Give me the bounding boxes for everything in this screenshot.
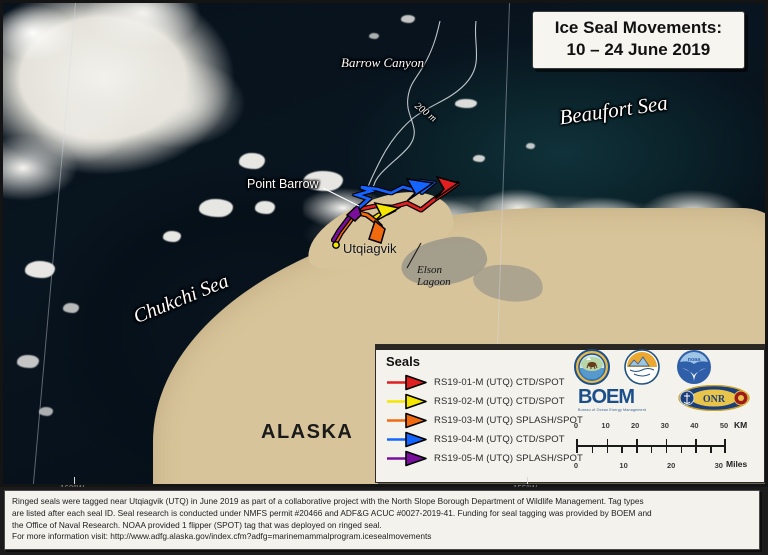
- scale-km-tick: 20: [631, 421, 640, 430]
- scale-miles-tick: 0: [573, 461, 579, 470]
- scale-tick-minor: [710, 445, 712, 453]
- legend-item-label: RS19-03-M (UTQ) SPLASH/SPOT: [434, 415, 583, 426]
- scale-miles-tick: 10: [619, 461, 628, 470]
- scale-tick-major: [636, 439, 638, 453]
- track-symbol-RS19-04-M: [387, 431, 427, 448]
- scale-km-tick: 0: [573, 421, 579, 430]
- label-elson-lagoon-line1: Elson: [417, 264, 443, 276]
- legend-title: Seals: [386, 354, 420, 369]
- scale-miles-tick: 20: [667, 461, 676, 470]
- scale-tick-minor: [591, 445, 594, 453]
- ice-floe: [255, 201, 275, 214]
- scale-km-tick: 30: [660, 421, 669, 430]
- ice-floe: [39, 407, 53, 416]
- scale-tick-major: [695, 439, 697, 453]
- svg-text:noaa: noaa: [688, 357, 702, 363]
- ice-floe: [163, 231, 181, 242]
- track-symbol-RS19-01-M: [387, 374, 427, 391]
- legend-item-label: RS19-04-M (UTQ) CTD/SPOT: [434, 434, 565, 445]
- ice-floe: [239, 153, 265, 169]
- legend-item-label: RS19-02-M (UTQ) CTD/SPOT: [434, 396, 565, 407]
- legend-item-list: RS19-01-M (UTQ) CTD/SPOT RS19-02-M (UTQ)…: [386, 373, 583, 468]
- ice-floe: [473, 155, 485, 162]
- sea-ice-field: [3, 3, 293, 238]
- coord-tick-left: [74, 477, 76, 484]
- scale-tick-major: [577, 439, 579, 453]
- track-RS19-04-M: [352, 178, 437, 212]
- boem-logo-subtext: Bureau of Ocean Energy Management: [578, 408, 647, 412]
- ice-floe: [17, 355, 39, 368]
- label-alaska: ALASKA: [261, 421, 354, 443]
- ice-floe: [25, 261, 55, 278]
- seal-track-layer: [322, 175, 460, 269]
- alaska-adfg-seal-icon: [624, 349, 660, 385]
- map-canvas[interactable]: Barrow Canyon 200 m Beaufort Sea Chukchi…: [0, 0, 768, 487]
- title-box: Ice Seal Movements: 10 – 24 June 2019: [531, 11, 745, 69]
- legend-item-label: RS19-01-M (UTQ) CTD/SPOT: [434, 377, 565, 388]
- track-symbol-RS19-02-M: [387, 393, 427, 410]
- scale-miles-unit: Miles: [726, 459, 748, 469]
- track-RS19-05-M: [331, 203, 362, 242]
- footer-bar: Ringed seals were tagged near Utqiagvik …: [0, 487, 768, 555]
- boem-logo-icon: BOEM Bureau of Ocean Energy Management: [578, 387, 646, 412]
- legend-item[interactable]: RS19-03-M (UTQ) SPLASH/SPOT: [386, 411, 583, 430]
- label-utqiagvik: Utqiagvik: [343, 241, 397, 256]
- footer-line-4: For more information visit: http://www.a…: [12, 531, 432, 542]
- scale-tick-major: [723, 439, 725, 453]
- scale-bar-ruler: [576, 439, 726, 453]
- elson-lagoon-leader: [406, 242, 422, 269]
- label-point-barrow: Point Barrow: [247, 177, 319, 191]
- scale-tick-major: [665, 439, 668, 453]
- scale-km-unit: KM: [734, 420, 748, 430]
- legend-item[interactable]: RS19-05-M (UTQ) SPLASH/SPOT: [386, 449, 583, 468]
- title-line2: 10 – 24 June 2019: [566, 39, 711, 59]
- legend-item[interactable]: RS19-01-M (UTQ) CTD/SPOT: [386, 373, 583, 392]
- scale-miles-tick: 30: [714, 461, 723, 470]
- scale-tick-minor: [680, 445, 682, 453]
- scale-km-tick: 40: [690, 421, 699, 430]
- boem-logo-text: BOEM: [578, 386, 635, 408]
- legend-item-label: RS19-05-M (UTQ) SPLASH/SPOT: [434, 453, 583, 464]
- scale-tick-minor: [651, 445, 653, 453]
- ice-floe: [63, 303, 79, 313]
- onr-logo-icon: ONR: [678, 385, 750, 411]
- coord-tick-right: [527, 477, 529, 484]
- footer-line-3: the Office of Naval Research. NOAA provi…: [12, 519, 382, 530]
- title-line1: Ice Seal Movements:: [554, 18, 722, 37]
- ice-floe: [401, 15, 415, 23]
- footer-line-2: are listed after each seal ID. Seal rese…: [12, 507, 652, 518]
- track-symbol-RS19-03-M: [387, 412, 427, 429]
- scale-km-tick: 50: [719, 421, 729, 430]
- label-elson-lagoon: Elson Lagoon: [417, 264, 451, 289]
- deployment-point: [332, 241, 340, 249]
- scale-tick-minor: [621, 445, 623, 453]
- ice-floe: [199, 199, 233, 217]
- legend-panel[interactable]: Seals RS19-01-M (UTQ) CTD/SPOT RS19-02-M…: [375, 344, 765, 483]
- point-barrow-leader: [322, 187, 360, 207]
- svg-text:ONR: ONR: [703, 394, 726, 405]
- ice-floe: [526, 143, 535, 149]
- agency-logos: noaa BOEM Bureau of Ocean Energy Managem…: [572, 349, 758, 413]
- scale-km-tick: 10: [601, 421, 610, 430]
- label-elson-lagoon-line2: Lagoon: [417, 275, 451, 288]
- label-barrow-canyon: Barrow Canyon: [341, 55, 424, 70]
- scale-bar: 0 10 20 30 40 50 KM: [568, 417, 764, 479]
- track-symbol-RS19-05-M: [387, 450, 427, 467]
- footer-note-box: Ringed seals were tagged near Utqiagvik …: [4, 490, 760, 550]
- legend-item[interactable]: RS19-02-M (UTQ) CTD/SPOT: [386, 392, 583, 411]
- legend-item[interactable]: RS19-04-M (UTQ) CTD/SPOT: [386, 430, 583, 449]
- north-slope-borough-seal-icon: [574, 349, 610, 385]
- footer-line-1: Ringed seals were tagged near Utqiagvik …: [12, 496, 644, 506]
- legend-top-band: [376, 345, 764, 350]
- noaa-logo-icon: noaa: [677, 350, 711, 384]
- scale-tick-major: [606, 439, 608, 453]
